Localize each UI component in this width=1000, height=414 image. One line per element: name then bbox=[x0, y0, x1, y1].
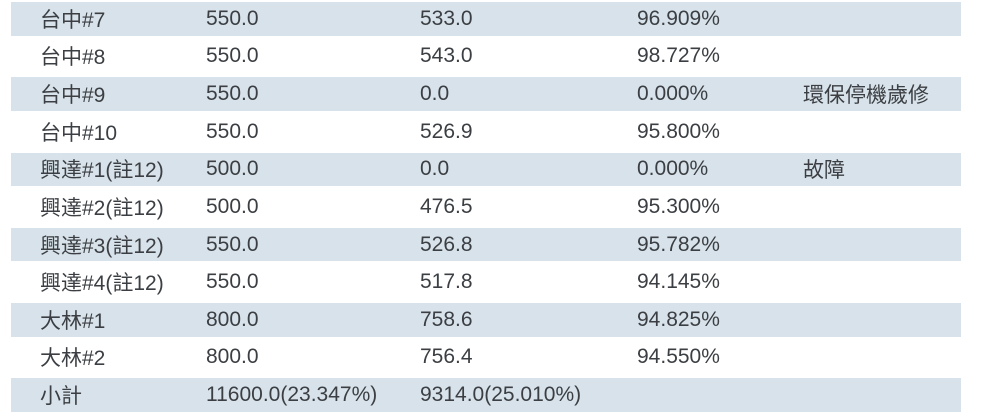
output-cell: 476.5 bbox=[420, 188, 637, 226]
capacity-cell: 550.0 bbox=[206, 0, 420, 38]
ratio-cell bbox=[637, 376, 803, 414]
capacity-cell: 500.0 bbox=[206, 150, 420, 189]
table-row: 大林#1 800.0 758.6 94.825% bbox=[11, 301, 961, 339]
remark-cell: 環保停機歲修 bbox=[803, 75, 961, 113]
ratio-cell: 94.825% bbox=[637, 301, 803, 339]
capacity-cell: 550.0 bbox=[206, 75, 420, 113]
unit-name-cell: 興達#1(註12) bbox=[11, 150, 206, 189]
unit-name-cell: 台中#10 bbox=[11, 112, 206, 151]
remark-cell bbox=[803, 0, 961, 38]
remark-cell bbox=[803, 376, 961, 414]
unit-name-cell: 大林#1 bbox=[11, 301, 206, 339]
output-cell: 517.8 bbox=[420, 263, 637, 301]
table-row: 台中#8 550.0 543.0 98.727% bbox=[11, 37, 961, 76]
output-cell: 9314.0(25.010%) bbox=[420, 376, 637, 414]
output-cell: 526.9 bbox=[420, 112, 637, 151]
remark-cell: 故障 bbox=[803, 150, 961, 189]
plant-statistics-table: 台中#7 550.0 533.0 96.909% 台中#8 550.0 543.… bbox=[11, 0, 961, 414]
plant-table-body: 台中#7 550.0 533.0 96.909% 台中#8 550.0 543.… bbox=[11, 0, 961, 414]
remark-cell bbox=[803, 37, 961, 76]
ratio-cell: 94.145% bbox=[637, 263, 803, 301]
output-cell: 543.0 bbox=[420, 37, 637, 76]
remark-cell bbox=[803, 112, 961, 151]
table-row: 興達#2(註12) 500.0 476.5 95.300% bbox=[11, 188, 961, 226]
table-row: 台中#9 550.0 0.0 0.000% 環保停機歲修 bbox=[11, 75, 961, 113]
ratio-cell: 96.909% bbox=[637, 0, 803, 38]
output-cell: 756.4 bbox=[420, 338, 637, 377]
ratio-cell: 0.000% bbox=[637, 75, 803, 113]
ratio-cell: 0.000% bbox=[637, 150, 803, 189]
capacity-cell: 550.0 bbox=[206, 37, 420, 76]
unit-name-cell: 興達#3(註12) bbox=[11, 225, 206, 264]
table-row: 大林#2 800.0 756.4 94.550% bbox=[11, 338, 961, 377]
unit-name-cell: 台中#7 bbox=[11, 0, 206, 38]
capacity-cell: 550.0 bbox=[206, 225, 420, 264]
capacity-cell: 550.0 bbox=[206, 263, 420, 301]
unit-name-cell: 興達#4(註12) bbox=[11, 263, 206, 301]
table-row: 台中#10 550.0 526.9 95.800% bbox=[11, 112, 961, 151]
ratio-cell: 98.727% bbox=[637, 37, 803, 76]
capacity-cell: 500.0 bbox=[206, 188, 420, 226]
remark-cell bbox=[803, 338, 961, 377]
remark-cell bbox=[803, 263, 961, 301]
capacity-cell: 800.0 bbox=[206, 338, 420, 377]
ratio-cell: 95.782% bbox=[637, 225, 803, 264]
table-row: 興達#3(註12) 550.0 526.8 95.782% bbox=[11, 225, 961, 264]
remark-cell bbox=[803, 301, 961, 339]
output-cell: 758.6 bbox=[420, 301, 637, 339]
capacity-cell: 800.0 bbox=[206, 301, 420, 339]
unit-name-cell: 興達#2(註12) bbox=[11, 188, 206, 226]
ratio-cell: 95.300% bbox=[637, 188, 803, 226]
capacity-cell: 550.0 bbox=[206, 112, 420, 151]
unit-name-cell: 大林#2 bbox=[11, 338, 206, 377]
remark-cell bbox=[803, 188, 961, 226]
output-cell: 0.0 bbox=[420, 75, 637, 113]
table-row: 興達#1(註12) 500.0 0.0 0.000% 故障 bbox=[11, 150, 961, 189]
output-cell: 533.0 bbox=[420, 0, 637, 38]
unit-name-cell: 台中#8 bbox=[11, 37, 206, 76]
output-cell: 526.8 bbox=[420, 225, 637, 264]
table-row: 小計 11600.0(23.347%) 9314.0(25.010%) bbox=[11, 376, 961, 414]
plant-statistics-table-container: 台中#7 550.0 533.0 96.909% 台中#8 550.0 543.… bbox=[11, 0, 961, 414]
ratio-cell: 94.550% bbox=[637, 338, 803, 377]
unit-name-cell: 小計 bbox=[11, 376, 206, 414]
remark-cell bbox=[803, 225, 961, 264]
ratio-cell: 95.800% bbox=[637, 112, 803, 151]
table-row: 台中#7 550.0 533.0 96.909% bbox=[11, 0, 961, 38]
output-cell: 0.0 bbox=[420, 150, 637, 189]
table-row: 興達#4(註12) 550.0 517.8 94.145% bbox=[11, 263, 961, 301]
unit-name-cell: 台中#9 bbox=[11, 75, 206, 113]
capacity-cell: 11600.0(23.347%) bbox=[206, 376, 420, 414]
